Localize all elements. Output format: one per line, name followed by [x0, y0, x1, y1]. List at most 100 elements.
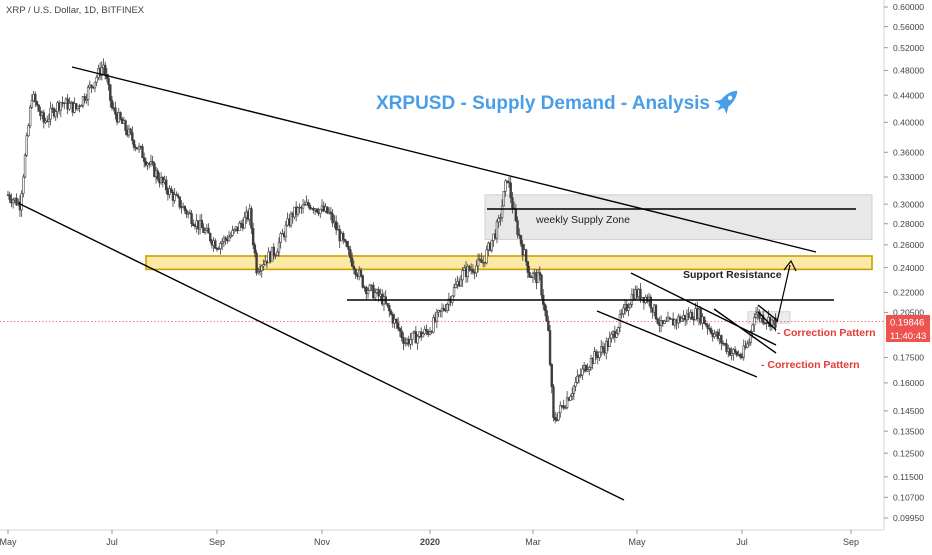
candle [141, 143, 144, 159]
candle [231, 225, 234, 237]
candle-body [8, 194, 11, 200]
candle-body [702, 316, 706, 324]
candle-body [319, 208, 322, 215]
candle [388, 303, 391, 318]
candle [665, 316, 668, 323]
candle [384, 290, 387, 305]
candle-body [124, 120, 127, 131]
candle-body [753, 317, 756, 326]
candle [54, 108, 57, 122]
candle-body [480, 259, 483, 263]
candle [398, 327, 402, 337]
candle-body [471, 269, 475, 273]
candle-body [47, 118, 51, 122]
candle [274, 253, 277, 259]
candle-body [733, 349, 737, 353]
candle-body [170, 188, 173, 193]
candle-body [350, 257, 354, 267]
candle [519, 234, 523, 248]
candle [20, 190, 23, 217]
candle [258, 264, 262, 276]
trendlines [17, 66, 856, 501]
candle-body [601, 346, 605, 350]
candle [553, 411, 557, 424]
candle [131, 126, 134, 145]
candle-body [395, 318, 398, 324]
candle-body [442, 308, 445, 311]
candle [326, 206, 329, 215]
candle-body [690, 312, 694, 320]
candle-body [536, 272, 540, 284]
candle [8, 191, 11, 204]
candle-body [334, 221, 338, 231]
candle [59, 101, 63, 118]
candle [605, 337, 608, 360]
candle-body [253, 244, 257, 254]
candle-body [51, 107, 54, 110]
candle-body [742, 345, 745, 358]
candle [170, 185, 173, 193]
candle [680, 316, 683, 322]
candle-body [22, 176, 25, 194]
symbol-header: XRP / U.S. Dollar, 1D, BITFINEX [6, 5, 145, 16]
candle-body [209, 233, 212, 242]
candle [628, 302, 632, 309]
candle-body [754, 313, 758, 318]
candle [402, 332, 405, 351]
x-tick-label: Jul [736, 537, 748, 547]
candle-body [219, 243, 222, 249]
candle [746, 340, 749, 349]
candle [548, 324, 552, 367]
candle-body [366, 290, 370, 294]
candle [238, 220, 241, 232]
candle [625, 299, 628, 313]
candle [753, 313, 756, 332]
candle-body [608, 337, 611, 347]
candle [536, 269, 540, 284]
candle-body [203, 230, 207, 233]
candle [615, 329, 618, 339]
candle-body [543, 304, 547, 311]
candle-body [227, 236, 231, 242]
candle [593, 346, 596, 364]
candle-body [526, 261, 530, 273]
candle-body [557, 412, 560, 421]
candle [598, 351, 601, 361]
candle [132, 139, 136, 151]
candle [90, 84, 93, 94]
candle [564, 405, 567, 410]
candle-body [421, 333, 425, 338]
correction-channel-mid [713, 308, 777, 354]
candle-body [352, 265, 356, 270]
candle-body [668, 317, 671, 320]
candle [716, 328, 720, 342]
candle-body [476, 258, 480, 267]
candle-body [747, 342, 751, 345]
y-tick-label: 0.09950 [893, 513, 924, 523]
candle-body [654, 304, 658, 320]
candle-body [173, 194, 176, 201]
candle [476, 253, 480, 273]
candle-body [751, 324, 754, 332]
candle-body [625, 304, 628, 311]
candle [550, 363, 553, 394]
candle-body [588, 366, 591, 371]
candle-body [620, 313, 623, 315]
candle [151, 155, 154, 167]
candle-body [190, 213, 193, 225]
candle-body [391, 314, 395, 324]
candle [366, 287, 370, 299]
candle-body [258, 270, 262, 272]
candle-body [432, 317, 435, 333]
candle-body [279, 233, 282, 243]
correction-channel-upper-1 [630, 272, 777, 346]
candle-body [132, 140, 136, 148]
candle-body [231, 230, 234, 236]
candle-body [308, 205, 312, 209]
candle-body [396, 322, 400, 329]
candle [95, 74, 98, 86]
candle [129, 127, 132, 136]
candle [214, 238, 217, 249]
candle-body [110, 100, 114, 109]
